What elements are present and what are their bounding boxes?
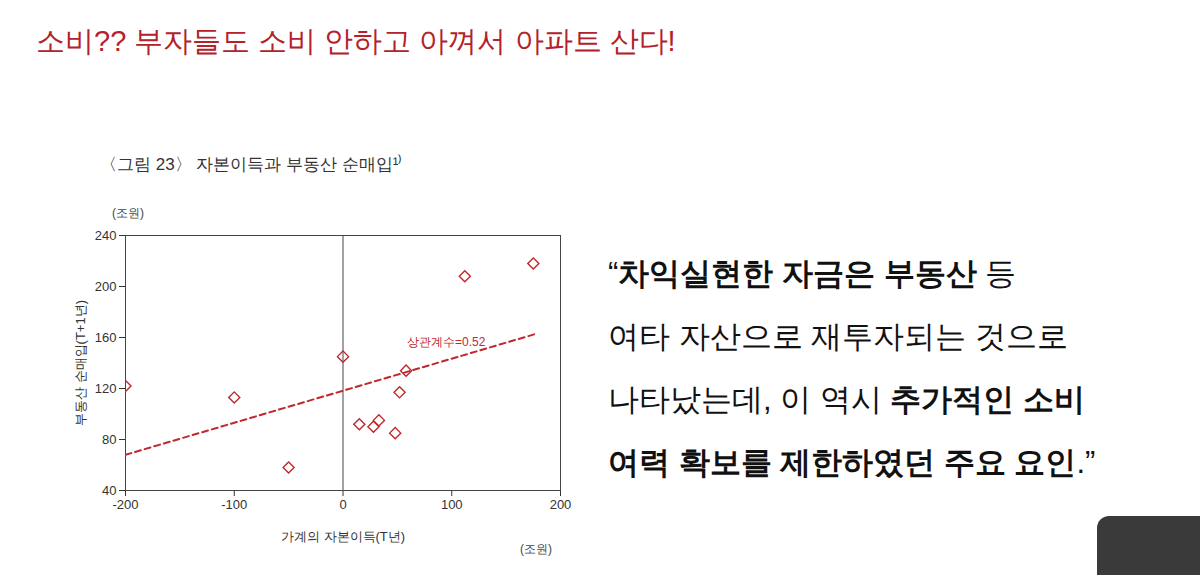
html-text:나타났는데, 이 역시추가적인 소비: 나타났는데, 이 역시추가적인 소비 [608,382,1086,417]
html-text:〈그림 23〉 자본이득과 부동산 순매입¹⁾: 〈그림 23〉 자본이득과 부동산 순매입¹⁾ [100,155,403,174]
svg-text:-100: -100 [221,497,247,512]
svg-text:200: 200 [95,279,117,294]
svg-text:40: 40 [102,483,116,498]
svg-text:240: 240 [95,228,117,243]
svg-text:0: 0 [339,497,346,512]
html-text:여타 자산으로 재투자되는 것으로: 여타 자산으로 재투자되는 것으로 [608,319,1068,354]
html-text:여력 확보를 제한하였던 주요 요인.”: 여력 확보를 제한하였던 주요 요인.” [608,445,1096,480]
svg-text:120: 120 [95,381,117,396]
html-text:소비?? 부자들도 소비 안하고 아껴서 아파트 산다!: 소비?? 부자들도 소비 안하고 아껴서 아파트 산다! [36,25,676,57]
svg-text:부동산 순매입(T+1년): 부동산 순매입(T+1년) [73,300,88,426]
svg-text:200: 200 [550,497,572,512]
html-text:“차익실현한 자금은 부동산등: “차익실현한 자금은 부동산등 [608,256,1017,291]
html-text:(조원): (조원) [112,206,144,220]
svg-text:100: 100 [441,497,463,512]
svg-text:160: 160 [95,330,117,345]
svg-text:80: 80 [102,432,116,447]
svg-text:-200: -200 [112,497,138,512]
svg-text:가계의 자본이득(T년): 가계의 자본이득(T년) [281,529,405,544]
html-text:(조원): (조원) [520,542,552,556]
svg-text:상관계수=0.52: 상관계수=0.52 [407,335,486,349]
